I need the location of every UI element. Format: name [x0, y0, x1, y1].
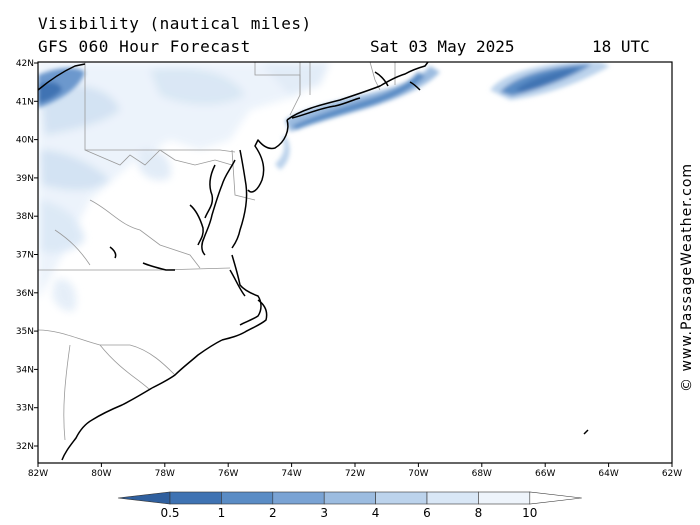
lat-label: 33N	[16, 404, 34, 414]
legend-arrow-low	[117, 491, 171, 505]
lat-label: 42N	[16, 59, 34, 69]
lat-label: 38N	[16, 212, 34, 222]
legend-swatch	[169, 491, 222, 505]
legend-label: 10	[522, 506, 537, 520]
forecast-time: 18 UTC	[592, 37, 650, 56]
lat-label: 40N	[16, 136, 34, 146]
lon-label: 80W	[91, 469, 111, 479]
lon-label: 82W	[28, 469, 48, 479]
legend-swatch	[426, 491, 479, 505]
legend-swatch	[221, 491, 274, 505]
legend-label: 2	[269, 506, 277, 520]
lon-label: 66W	[535, 469, 555, 479]
lat-label: 35N	[16, 327, 34, 337]
legend-label: 3	[320, 506, 328, 520]
lon-label: 72W	[345, 469, 365, 479]
legend-label: 0.5	[160, 506, 179, 520]
lon-label: 78W	[155, 469, 175, 479]
legend-swatch	[478, 491, 531, 505]
lon-label: 70W	[408, 469, 428, 479]
forecast-date: Sat 03 May 2025	[370, 37, 515, 56]
lon-label: 64W	[598, 469, 618, 479]
legend-label: 4	[372, 506, 380, 520]
lon-label: 62W	[662, 469, 682, 479]
lat-label: 39N	[16, 174, 34, 184]
lat-label: 36N	[16, 289, 34, 299]
lon-label: 74W	[281, 469, 301, 479]
lat-label: 32N	[16, 442, 34, 452]
legend-label: 1	[218, 506, 226, 520]
lon-label: 68W	[472, 469, 492, 479]
lon-label: 76W	[218, 469, 238, 479]
legend-swatch	[375, 491, 428, 505]
legend-swatch	[323, 491, 376, 505]
site-credit: © www.PassageWeather.com	[679, 162, 695, 392]
coastline	[38, 62, 589, 461]
map-ticks: 42N 41N 40N 39N 38N 37N 36N 35N 34N 33N 32N 82W 80W 7…	[16, 59, 682, 479]
legend-label: 6	[423, 506, 431, 520]
lat-label: 34N	[16, 365, 34, 375]
legend-swatch	[272, 491, 325, 505]
lat-label: 37N	[16, 251, 34, 261]
forecast-label: GFS 060 Hour Forecast	[38, 37, 251, 56]
legend-arrow-high	[529, 491, 582, 505]
visibility-shading	[38, 62, 610, 312]
map-title: Visibility (nautical miles)	[38, 14, 312, 33]
visibility-legend: 0.5 1 2 3 4 6 8 10	[117, 491, 582, 520]
legend-label: 8	[475, 506, 483, 520]
lat-label: 41N	[16, 97, 34, 107]
state-boundaries	[38, 62, 396, 441]
